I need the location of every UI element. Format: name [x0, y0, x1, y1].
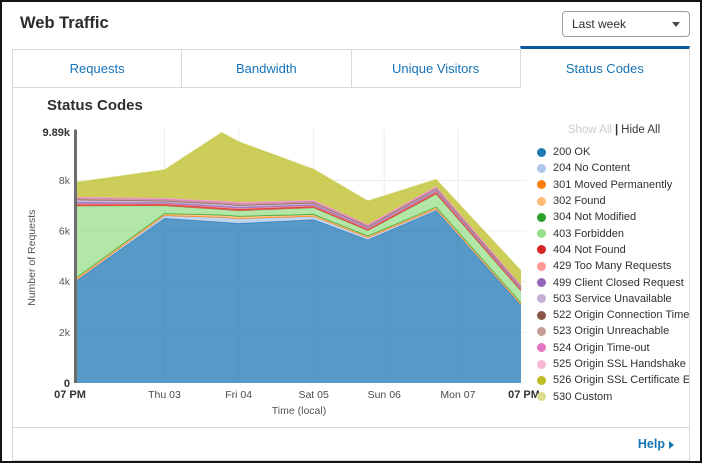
y-axis-bar [74, 129, 77, 383]
legend-color-dot [537, 294, 546, 304]
area-band [77, 133, 521, 285]
legend-color-dot [537, 278, 546, 288]
y-tick-label: 8k [59, 175, 71, 187]
legend-item[interactable]: 530 Custom [537, 388, 689, 404]
y-tick-label: 6k [59, 226, 71, 238]
area-band [77, 210, 521, 383]
legend-color-dot [537, 212, 546, 222]
legend-item[interactable]: 523 Origin Unreachable [537, 323, 689, 339]
x-axis-title: Time (local) [272, 405, 326, 417]
legend-controls: Show All | Hide All [537, 124, 689, 136]
legend-item[interactable]: 524 Origin Time-out [537, 340, 689, 356]
legend-item[interactable]: 403 Forbidden [537, 225, 689, 241]
show-all-link: Show All [567, 124, 612, 136]
legend-color-dot [537, 392, 546, 402]
legend-label: 200 OK [553, 146, 591, 159]
legend-color-dot [537, 261, 546, 271]
legend: Show All | Hide All 200 OK 204 No Content 30… [537, 124, 690, 405]
legend-color-dot [537, 163, 546, 173]
legend-color-dot [537, 147, 546, 157]
tab-bandwidth[interactable]: Bandwidth [181, 49, 352, 88]
legend-label: 526 Origin SSL Certificate Error [553, 374, 690, 387]
legend-label: 429 Too Many Requests [553, 260, 672, 273]
tab-bar: Requests Bandwidth Unique Visitors Statu… [12, 46, 690, 88]
tab-label: Requests [69, 61, 125, 76]
legend-item[interactable]: 301 Moved Permanently [537, 177, 689, 193]
legend-item[interactable]: 526 Origin SSL Certificate Error [537, 372, 690, 388]
legend-separator: | [614, 124, 619, 136]
legend-color-dot [537, 245, 546, 255]
tab-label: Unique Visitors [392, 61, 480, 76]
legend-label: 404 Not Found [553, 243, 626, 256]
help-link[interactable]: Help [638, 437, 674, 451]
legend-label: 302 Found [553, 195, 606, 208]
hide-all-link[interactable]: Hide All [621, 124, 661, 136]
x-tick-label: Thu 03 [148, 389, 181, 401]
legend-item[interactable]: 499 Client Closed Request [537, 274, 689, 290]
chevron-down-icon [672, 21, 680, 27]
area-band-edge [76, 193, 522, 292]
chart-title: Status Codes [47, 97, 143, 114]
legend-label: 530 Custom [553, 390, 613, 403]
legend-label: 403 Forbidden [553, 227, 624, 240]
help-arrow-icon [669, 440, 674, 449]
x-tick-label: Fri 04 [225, 389, 252, 401]
panel-footer: Help [13, 427, 689, 460]
legend-label: 525 Origin SSL Handshake Error [553, 358, 689, 370]
legend-color-dot [537, 196, 546, 206]
legend-item[interactable]: 503 Service Unavailable [537, 291, 689, 307]
x-tick-label: Mon 07 [440, 389, 475, 401]
help-label: Help [637, 437, 665, 451]
legend-label: 304 Not Modified [553, 211, 637, 224]
legend-item[interactable]: 204 No Content [537, 160, 689, 176]
area-band-edge [76, 131, 522, 271]
tab-label: Status Codes [565, 61, 644, 76]
legend-color-dot [537, 229, 546, 239]
legend-label: 523 Origin Unreachable [553, 325, 670, 338]
y-tick-label: 4k [59, 276, 71, 288]
tab-unique-visitors[interactable]: Unique Visitors [350, 49, 521, 88]
legend-color-dot [537, 326, 546, 336]
stacked-area-chart: 0 2k 4k 6k 8k 9.89k 07 PM Thu 03 Fri 04 Sat 05 Sun… [26, 127, 539, 417]
legend-color-dot [537, 375, 546, 385]
area-band-edge [76, 210, 522, 307]
x-tick-label: 07 PM [508, 389, 539, 401]
widget-header: Web Traffic Last week [2, 2, 700, 46]
legend-item[interactable]: 404 Not Found [537, 242, 689, 258]
legend-label: 503 Service Unavailable [553, 292, 672, 305]
legend-color-dot [537, 310, 546, 320]
legend-items: 200 OK 204 No Content 301 Moved Permanentl… [537, 144, 690, 405]
legend-label: 301 Moved Permanently [553, 178, 673, 191]
tab-requests[interactable]: Requests [12, 49, 183, 88]
time-range-select[interactable]: Last week [562, 11, 690, 37]
legend-label: 524 Origin Time-out [553, 341, 650, 354]
legend-item[interactable]: 429 Too Many Requests [537, 258, 689, 274]
legend-color-dot [537, 359, 546, 369]
legend-label: 204 No Content [553, 162, 631, 175]
x-tick-label: Sat 05 [298, 389, 329, 401]
x-tick-label: Sun 06 [368, 389, 401, 401]
status-codes-panel: Status Codes 0 2k 4k 6k 8k 9.89k 07 PM Thu 03 Fr… [12, 88, 690, 461]
legend-color-dot [537, 180, 546, 190]
legend-color-dot [537, 343, 546, 353]
x-tick-label: 07 PM [54, 389, 86, 401]
page-title: Web Traffic [20, 14, 109, 32]
y-tick-label: 2k [59, 327, 71, 339]
y-axis-title: Number of Requests [26, 210, 38, 306]
y-tick-label: 9.89k [42, 127, 70, 139]
legend-item[interactable]: 302 Found [537, 193, 689, 209]
legend-item[interactable]: 200 OK [537, 144, 689, 160]
tab-status-codes[interactable]: Status Codes [519, 46, 690, 88]
legend-item[interactable]: 522 Origin Connection Time-out [537, 307, 690, 323]
tab-label: Bandwidth [236, 61, 297, 76]
legend-label: 522 Origin Connection Time-out [553, 309, 690, 322]
time-range-value: Last week [572, 17, 627, 31]
legend-item[interactable]: 304 Not Modified [537, 209, 689, 225]
legend-item[interactable]: 525 Origin SSL Handshake Error [537, 356, 689, 372]
legend-label: 499 Client Closed Request [553, 276, 684, 289]
y-tick-label: 0 [64, 378, 70, 390]
